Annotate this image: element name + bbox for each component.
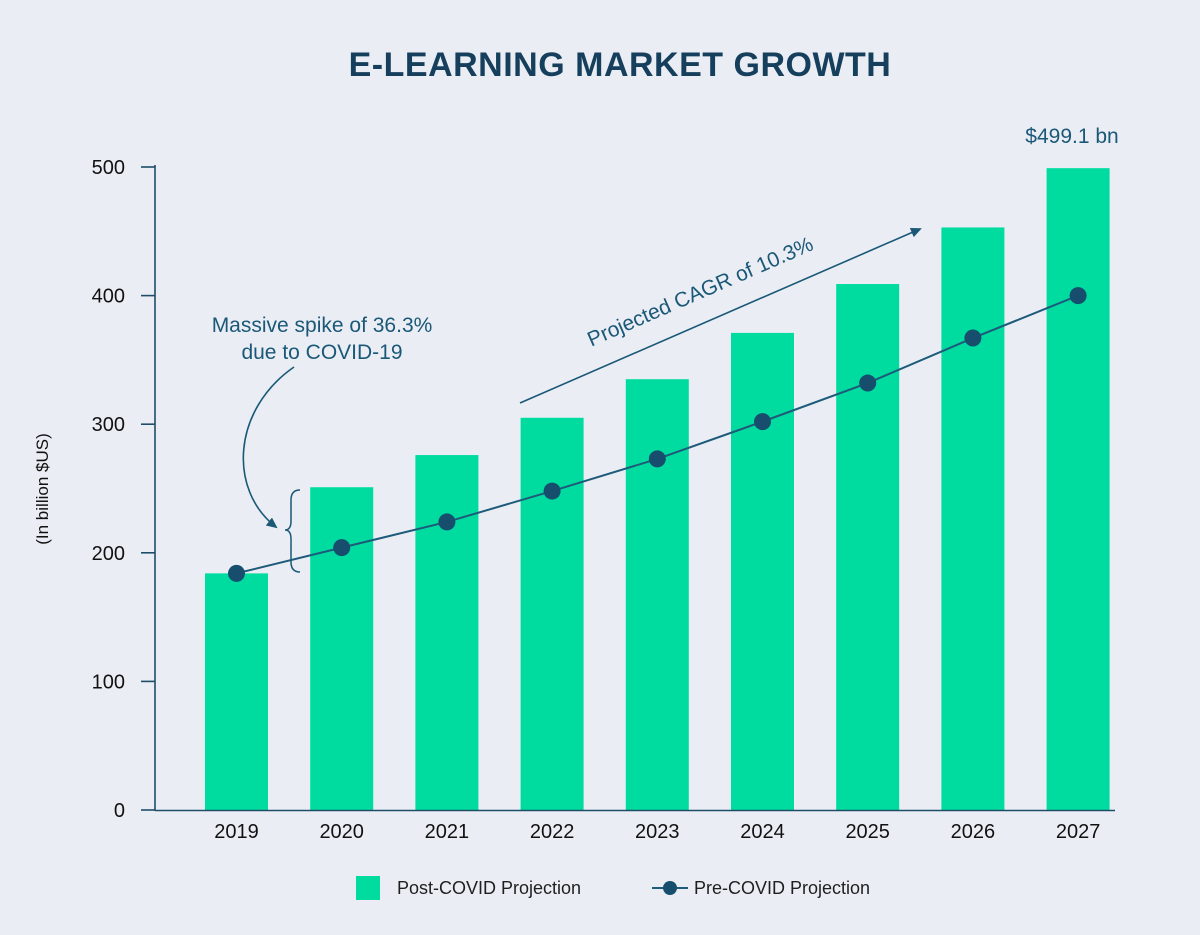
axes [154, 165, 1115, 812]
y-axis-label: (In billion $US) [33, 433, 52, 545]
pre-covid-point-2027 [1069, 287, 1087, 305]
spike-annotation-line1: Massive spike of 36.3% [212, 314, 433, 337]
x-tick-label-2024: 2024 [740, 821, 785, 843]
x-tick-label-2026: 2026 [951, 821, 996, 843]
pre-covid-line [228, 287, 1087, 582]
legend-label-post-covid: Post-COVID Projection [397, 878, 581, 898]
spike-brace [284, 489, 301, 573]
legend-label-pre-covid: Pre-COVID Projection [694, 878, 870, 898]
y-tick-label-500: 500 [92, 157, 125, 179]
x-tick-label-2021: 2021 [425, 821, 470, 843]
spike-arrow [242, 366, 295, 529]
bar-2024 [731, 332, 794, 810]
x-tick-label-2020: 2020 [319, 821, 364, 843]
bar-2027 [1046, 168, 1110, 810]
pre-covid-point-2020 [333, 539, 351, 557]
top-value-label: $499.1 bn [1025, 125, 1118, 148]
bar-2019 [205, 573, 268, 810]
pre-covid-point-2019 [228, 564, 245, 582]
bar-2025 [836, 284, 900, 810]
x-tick-label-2022: 2022 [530, 821, 575, 843]
legend-marker-pre-covid [663, 881, 677, 895]
pre-covid-point-2025 [859, 374, 877, 392]
legend: Post-COVID Projection Pre-COVID Projecti… [356, 876, 870, 900]
x-tick-label-2019: 2019 [214, 821, 259, 843]
y-tick-label-200: 200 [92, 543, 125, 565]
bar-2021 [415, 455, 479, 810]
y-tick-label-100: 100 [92, 671, 125, 693]
y-tick-label-400: 400 [92, 286, 125, 308]
bar-2020 [310, 487, 374, 810]
bar-2022 [520, 417, 584, 810]
cagr-arrow [519, 228, 922, 404]
spike-annotation-line2: due to COVID-19 [241, 341, 402, 364]
x-axis-ticks: 2019 2020 2021 2022 2023 2024 2025 2026 2027 [214, 821, 1100, 843]
pre-covid-point-2023 [648, 450, 666, 468]
y-axis-ticks: 0 100 200 300 400 500 [92, 157, 155, 822]
legend-swatch-post-covid [356, 876, 380, 900]
x-tick-label-2025: 2025 [845, 821, 890, 843]
x-tick-label-2027: 2027 [1056, 821, 1101, 843]
x-tick-label-2023: 2023 [635, 821, 680, 843]
y-tick-label-300: 300 [92, 414, 125, 436]
pre-covid-point-2024 [754, 413, 771, 431]
pre-covid-point-2021 [438, 513, 456, 531]
pre-covid-point-2026 [964, 329, 982, 347]
y-tick-label-0: 0 [114, 800, 125, 822]
bar-2023 [625, 379, 689, 810]
pre-covid-point-2022 [543, 482, 561, 500]
chart-title: E-LEARNING MARKET GROWTH [349, 46, 892, 84]
post-covid-bars [205, 168, 1110, 810]
bar-2026 [941, 227, 1005, 810]
